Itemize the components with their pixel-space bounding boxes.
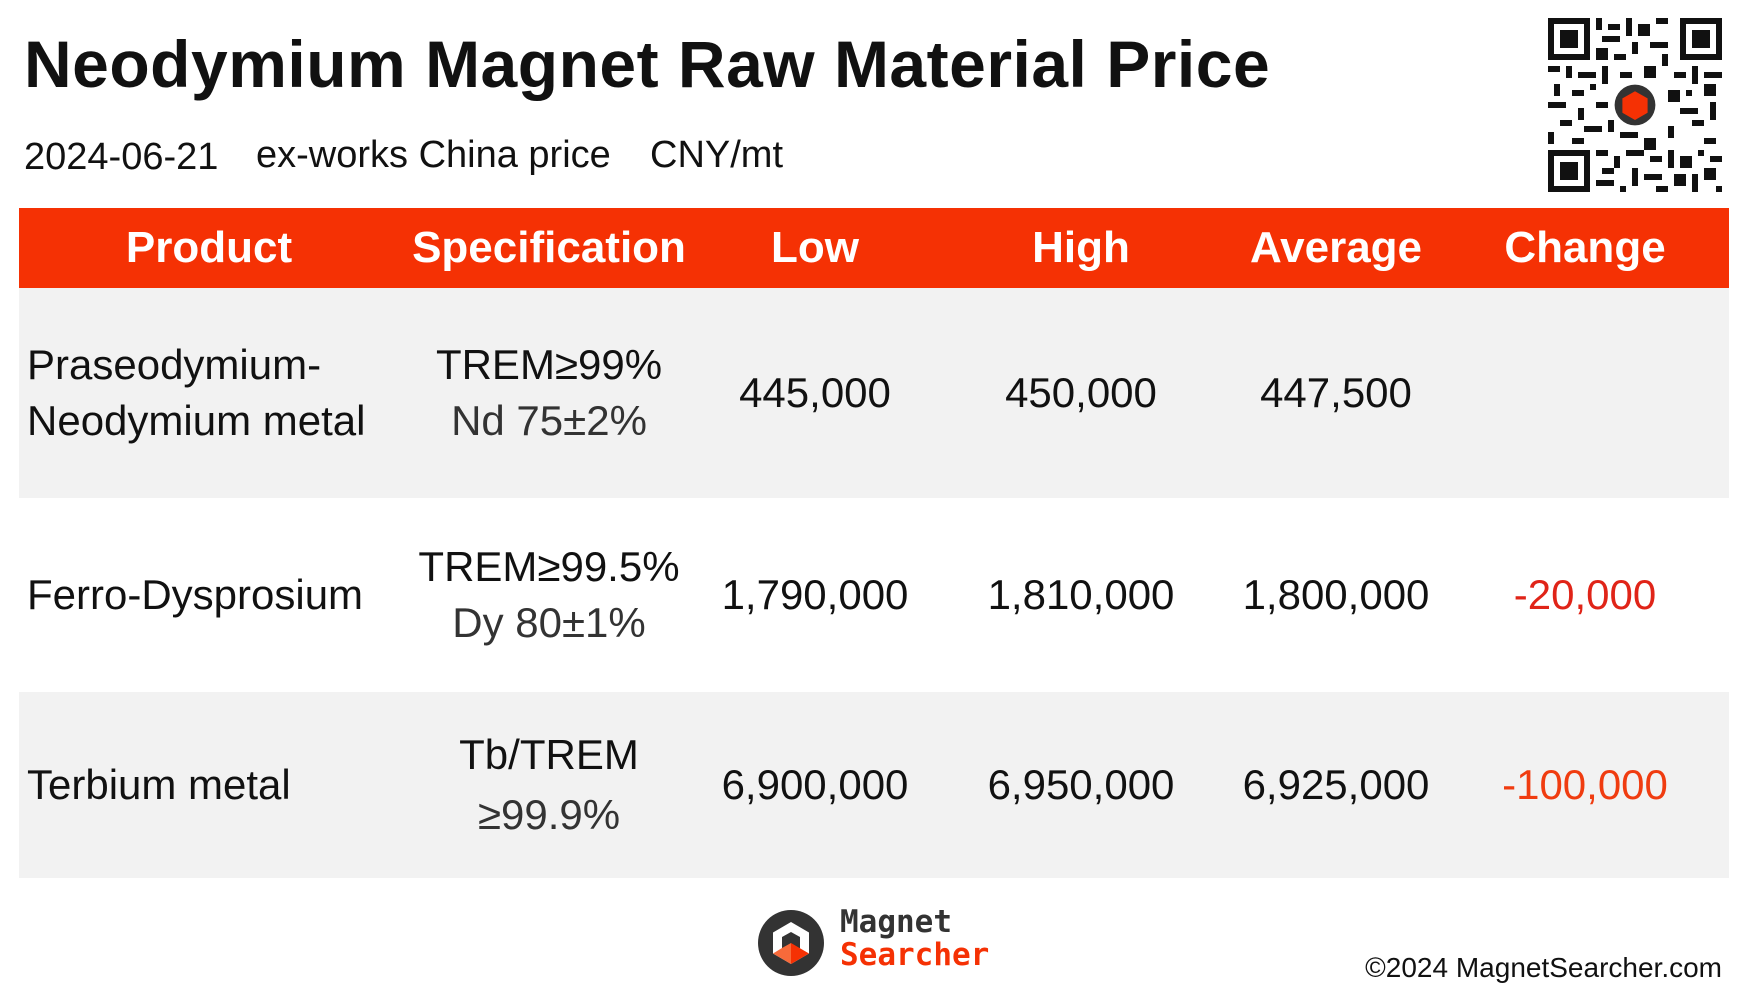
qr-code-icon: [1548, 18, 1722, 192]
column-header-specification: Specification: [412, 223, 686, 272]
spec-line1: Tb/TREM: [459, 731, 639, 778]
spec-cell: TREM≥99% Nd 75±2%: [399, 337, 699, 449]
price-table: Product Specification Low High Average C…: [19, 208, 1729, 878]
magnet-searcher-logo-icon: [758, 910, 824, 976]
price-unit: CNY/mt: [650, 134, 783, 176]
table-row: Praseodymium- Neodymium metal TREM≥99% N…: [19, 288, 1729, 498]
price-date: 2024-06-21: [24, 136, 219, 178]
price-change: -20,000: [1513, 571, 1657, 618]
product-name-line2: Neodymium metal: [27, 397, 366, 444]
product-cell: Terbium metal: [19, 757, 399, 813]
table-row: Terbium metal Tb/TREM ≥99.9% 6,900,000 6…: [19, 692, 1729, 878]
spec-cell: Tb/TREM ≥99.9%: [399, 725, 699, 845]
copyright-text: ©2024 MagnetSearcher.com: [1365, 952, 1722, 983]
product-name-line1: Praseodymium-: [27, 341, 322, 388]
high-price: 6,950,000: [987, 761, 1175, 808]
average-price: 1,800,000: [1242, 571, 1430, 618]
spec-line1: TREM≥99%: [435, 341, 663, 388]
product-cell: Ferro-Dysprosium: [19, 567, 399, 623]
spec-line2: Nd 75±2%: [451, 397, 647, 444]
column-header-product: Product: [125, 223, 293, 272]
price-change: -100,000: [1502, 761, 1668, 808]
spec-line1: TREM≥99.5%: [418, 543, 680, 590]
low-price: 6,900,000: [721, 761, 909, 808]
page-title: Neodymium Magnet Raw Material Price: [24, 27, 1271, 101]
table-row: Ferro-Dysprosium TREM≥99.5% Dy 80±1% 1,7…: [19, 498, 1729, 692]
brand-line2: Searcher: [840, 937, 990, 973]
spec-line2: Dy 80±1%: [452, 599, 646, 646]
spec-cell: TREM≥99.5% Dy 80±1%: [399, 539, 699, 651]
average-price: 6,925,000: [1242, 761, 1430, 808]
column-header-low: Low: [771, 223, 859, 272]
column-header-average: Average: [1249, 223, 1423, 272]
table-header: Product Specification Low High Average C…: [19, 208, 1729, 288]
product-cell: Praseodymium- Neodymium metal: [19, 337, 399, 449]
high-price: 1,810,000: [987, 571, 1175, 618]
column-header-change: Change: [1504, 223, 1666, 272]
high-price: 450,000: [1005, 369, 1157, 416]
price-basis: ex-works China price: [256, 134, 611, 176]
average-price: 447,500: [1260, 369, 1412, 416]
product-name-line1: Terbium metal: [27, 761, 291, 808]
product-name-line1: Ferro-Dysprosium: [27, 571, 364, 618]
low-price: 1,790,000: [721, 571, 909, 618]
spec-line2: ≥99.9%: [477, 791, 621, 838]
low-price: 445,000: [739, 369, 891, 416]
column-header-high: High: [1032, 223, 1130, 272]
brand-line1: Magnet: [840, 904, 952, 940]
brand-wordmark: Magnet Searcher: [840, 906, 989, 972]
